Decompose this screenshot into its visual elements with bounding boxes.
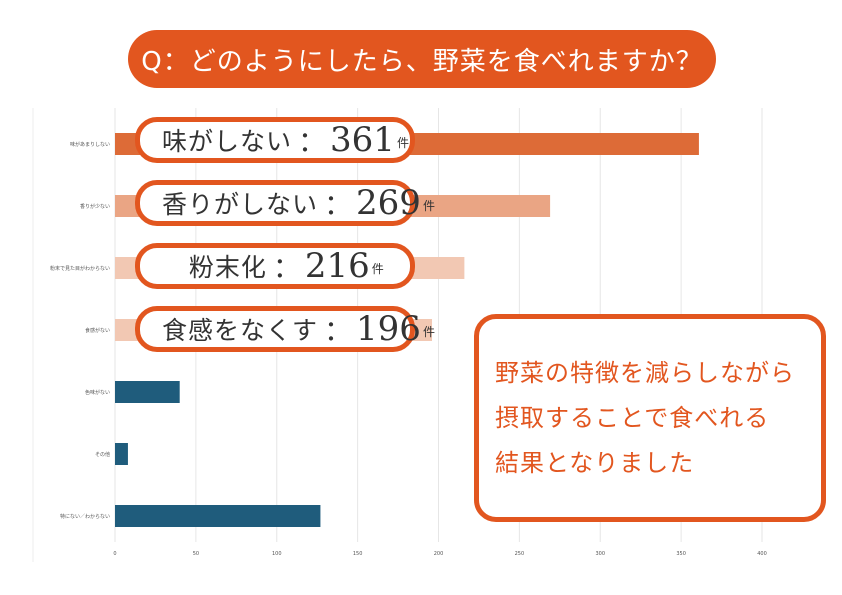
category-label: 色味がない [85, 389, 110, 396]
conclusion-box: 野菜の特徴を減らしながら 摂取することで食べれる 結果となりました [474, 314, 826, 522]
x-tick-label: 150 [353, 551, 363, 557]
callout-separator: ： [272, 251, 301, 284]
callout-unit: 件 [396, 136, 409, 150]
callout-label: 味がしない [162, 127, 293, 156]
x-tick-label: 300 [595, 551, 605, 557]
conclusion-line: 摂取することで食べれる [495, 404, 770, 432]
callout-count: 269 [356, 183, 421, 223]
category-label: 食感がない [85, 327, 110, 334]
callout-separator: ： [324, 314, 353, 347]
x-tick-label: 250 [515, 551, 525, 557]
callout-taste: 味がしない ： 361 件 [135, 117, 415, 163]
conclusion-line: 結果となりました [495, 449, 695, 477]
bar [115, 505, 321, 527]
conclusion-line: 野菜の特徴を減らしながら [495, 359, 795, 387]
callout-label: 香りがしない [162, 190, 319, 219]
callout-aroma: 香りがしない ： 269 件 [135, 180, 435, 226]
bar [115, 381, 180, 403]
x-tick-label: 400 [757, 551, 767, 557]
x-tick-label: 100 [272, 551, 282, 557]
category-label: 特にない／わからない [60, 513, 110, 520]
x-tick-label: 50 [193, 551, 199, 557]
category-label: 味があまりしない [70, 141, 110, 148]
callout-separator: ： [324, 188, 353, 221]
category-label: 粉末で見た目がわからない [50, 265, 110, 272]
callout-separator: ： [298, 125, 327, 158]
x-tick-label: 350 [676, 551, 686, 557]
callout-powder: 粉末化 ： 216 件 [135, 243, 415, 289]
question-title-text: Q：どのようにしたら、野菜を食べれますか？ [141, 46, 703, 77]
callout-count: 361 [330, 120, 395, 160]
category-label: 香りが少ない [80, 203, 110, 210]
question-title: Q：どのようにしたら、野菜を食べれますか？ [128, 30, 716, 88]
callout-count: 196 [356, 309, 421, 349]
callout-count: 216 [304, 246, 370, 286]
callout-unit: 件 [371, 262, 384, 276]
x-tick-label: 200 [434, 551, 444, 557]
callout-unit: 件 [422, 325, 435, 339]
bar [115, 443, 128, 465]
x-tick-label: 0 [113, 551, 116, 557]
category-label: その他 [95, 451, 110, 458]
callout-label: 粉末化 [162, 253, 267, 282]
callout-unit: 件 [422, 199, 435, 213]
callout-label: 食感をなくす [162, 316, 319, 345]
callout-texture: 食感をなくす ： 196 件 [135, 306, 435, 352]
